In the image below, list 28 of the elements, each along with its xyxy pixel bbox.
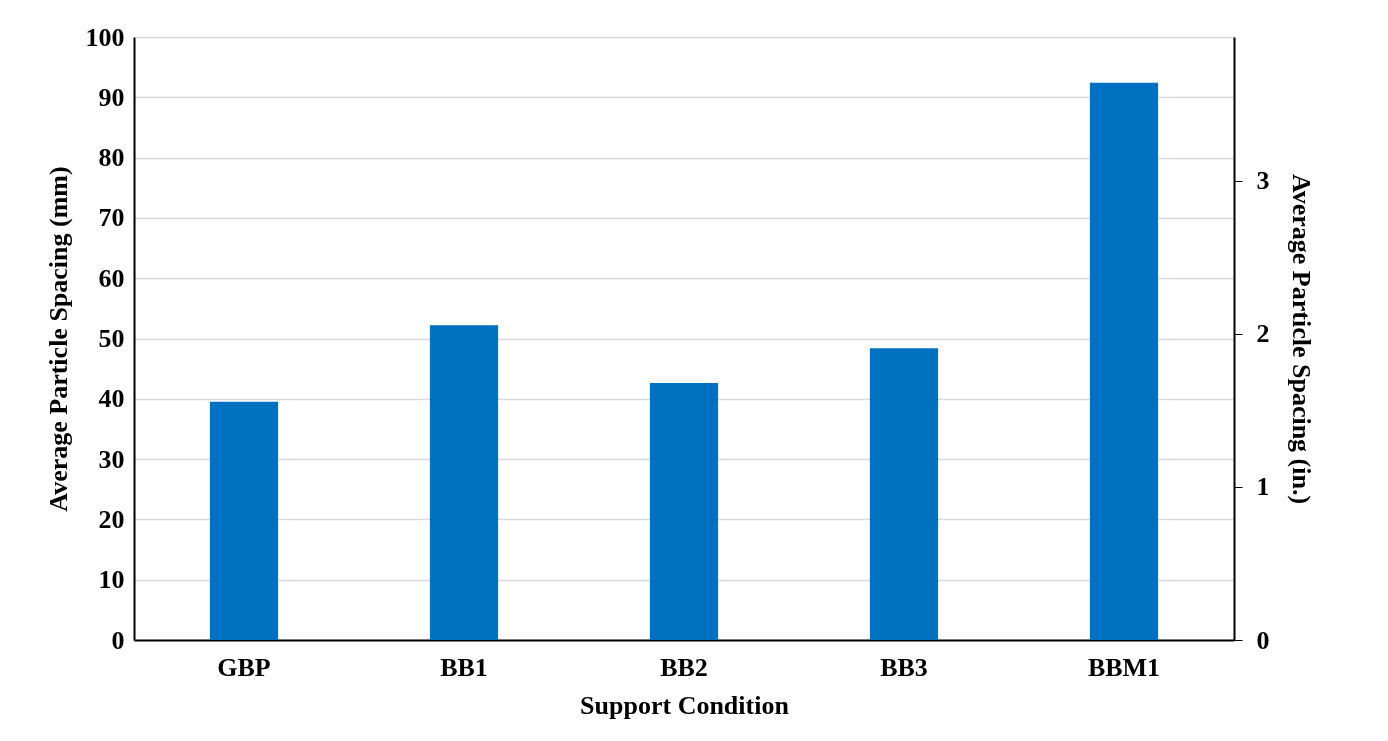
x-tick-label: BB3 [880,652,928,682]
x-tick-label: GBP [217,652,271,682]
bar [869,348,939,640]
x-tick-label: BB2 [660,652,708,682]
y-tick-label: 60 [98,263,125,293]
x-tick-label: BB1 [440,652,488,682]
y-tick-label: 70 [98,203,125,233]
y-tick-label: 0 [111,625,125,655]
y2-tick-label: 0 [1256,625,1270,655]
y-axis-title: Average Particle Spacing (mm) [43,166,73,512]
y-tick-label: 20 [98,504,125,534]
x-axis-title: Support Condition [580,690,790,720]
y2-tick-label: 1 [1256,472,1270,502]
y-tick-label: 100 [85,22,125,52]
y-tick-label: 40 [98,384,125,414]
y-tick-label: 90 [98,82,125,112]
y-tick-label: 50 [98,324,125,353]
y2-tick-label: 2 [1256,319,1270,349]
y-tick-label: 10 [98,565,125,595]
x-tick-label: BBM1 [1087,652,1161,682]
y-tick-label: 80 [98,143,125,173]
y-tick-label: 30 [98,444,125,474]
bar [429,325,499,640]
bar [649,383,719,640]
y2-tick-label: 3 [1256,166,1270,196]
bar [1089,82,1159,640]
bar [209,401,279,640]
y2-axis-title: Average Particle Spacing (in.) [1286,173,1316,505]
